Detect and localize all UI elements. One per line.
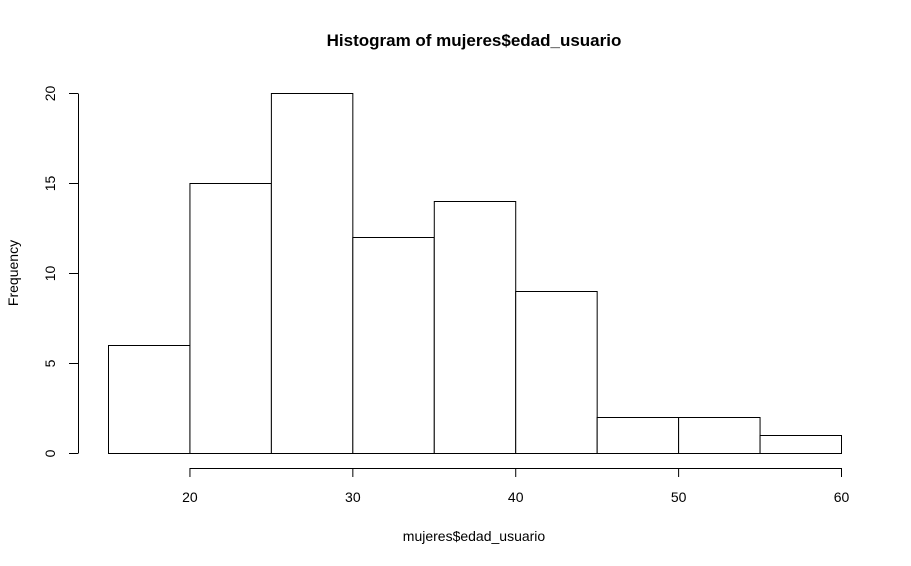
x-axis-label: mujeres$edad_usuario <box>403 528 546 544</box>
histogram-bars <box>108 93 842 454</box>
y-tick-label: 0 <box>42 449 58 457</box>
y-axis-label: Frequency <box>5 240 21 306</box>
histogram-bar <box>352 237 435 454</box>
y-axis: 0 5 10 15 20 <box>42 86 79 457</box>
x-tick-label: 60 <box>834 489 850 505</box>
histogram-bar <box>596 417 680 454</box>
x-tick-label: 50 <box>671 489 687 505</box>
y-tick-label: 5 <box>42 359 58 367</box>
y-tick-label: 20 <box>42 86 58 102</box>
histogram-bar <box>515 291 598 454</box>
histogram-bar <box>189 183 272 454</box>
histogram-bar <box>433 201 517 454</box>
x-axis: 20 30 40 50 60 <box>182 468 849 505</box>
x-tick-label: 30 <box>345 489 361 505</box>
y-tick-label: 10 <box>42 266 58 282</box>
y-tick-label: 15 <box>42 176 58 192</box>
x-tick-label: 20 <box>182 489 198 505</box>
x-tick-label: 40 <box>508 489 524 505</box>
chart-title: Histogram of mujeres$edad_usuario <box>327 31 622 50</box>
histogram-bar <box>108 345 191 454</box>
histogram-bar <box>270 93 354 454</box>
histogram-bar <box>759 435 842 454</box>
histogram-bar <box>678 417 761 454</box>
